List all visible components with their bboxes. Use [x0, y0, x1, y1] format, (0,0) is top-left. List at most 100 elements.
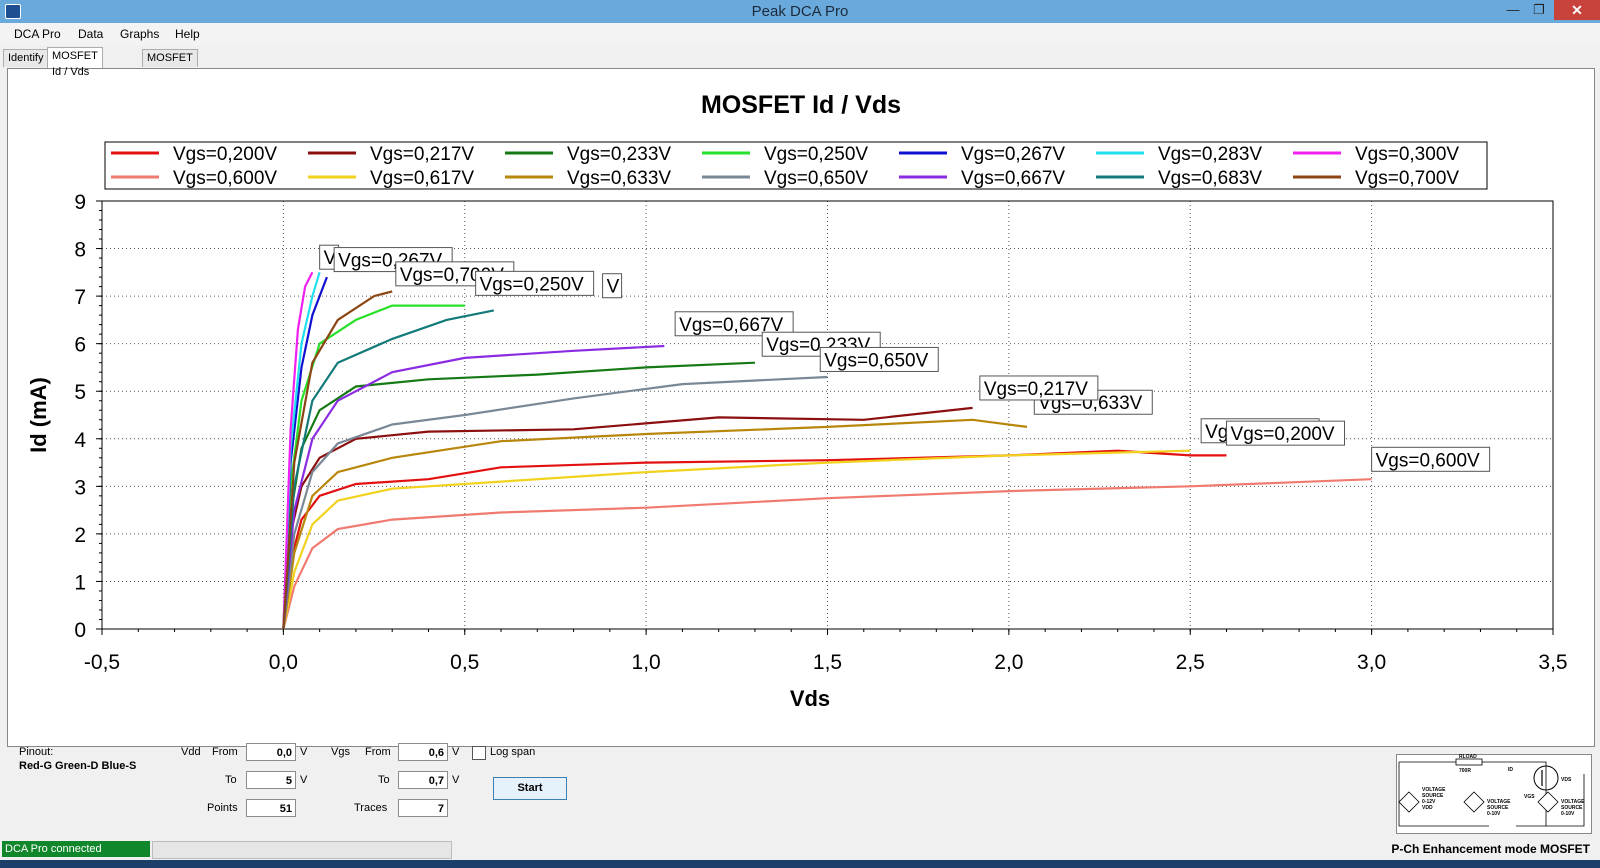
menu-data[interactable]: Data	[78, 27, 104, 41]
tab-identify[interactable]: Identify	[3, 49, 49, 67]
vdd-from-unit: V	[300, 746, 308, 758]
connection-status: DCA Pro connected	[2, 841, 150, 857]
legend-entry: Vgs=0,233V	[567, 144, 671, 165]
legend-entry: Vgs=0,200V	[173, 144, 277, 165]
log-span-label: Log span	[490, 746, 536, 758]
legend-entry: Vgs=0,700V	[1355, 168, 1459, 189]
vgs-to-input[interactable]: 0,7	[398, 771, 448, 789]
y-tick-label: 9	[74, 191, 86, 214]
x-tick-label: 1,0	[632, 651, 661, 674]
vds-range-label: 0-10V	[1561, 811, 1575, 817]
tab-mosfet-id-vgs[interactable]: MOSFET Id / Vgs	[142, 49, 198, 80]
vgs-from-input[interactable]: 0,6	[398, 743, 448, 761]
series-line	[282, 361, 756, 630]
y-ticks: 0 1 2 3 4 5 6 7 8 9	[74, 191, 102, 642]
annotation-label: Vgs=0,600V	[1376, 450, 1480, 471]
series-line	[282, 449, 1227, 630]
mosfet-symbol	[1533, 765, 1559, 791]
legend-entry: Vgs=0,667V	[961, 168, 1065, 189]
legend-box	[104, 141, 1488, 190]
vds-source-label: SOURCE	[1561, 805, 1583, 811]
annotation-box	[1226, 420, 1346, 446]
schematic-frame	[1396, 754, 1592, 834]
x-tick-label: 2,5	[1176, 651, 1205, 674]
x-ticks: -0,5 0,0 0,5 1,0 1,5 2,0 2,5 3,0 3,5	[84, 629, 1568, 674]
x-tick-label: 0,0	[269, 651, 298, 674]
vgs-from-unit: V	[452, 746, 460, 758]
y-tick-label: 7	[74, 286, 86, 309]
menu-graphs[interactable]: Graphs	[120, 27, 160, 41]
id-label: ID	[1508, 767, 1513, 773]
x-tick-label: 3,5	[1538, 651, 1567, 674]
app-icon	[5, 4, 21, 19]
series-line	[282, 418, 1028, 630]
annotation-label: Vgs=0,667V	[679, 315, 783, 336]
annotation-label: V	[324, 248, 337, 269]
vds-label: VDS	[1561, 777, 1572, 783]
vds-voltage-label: VOLTAGE	[1561, 799, 1585, 805]
vdd-source-label: SOURCE	[1422, 793, 1444, 799]
annotation-label: Vgs=0,250V	[480, 274, 584, 295]
x-tick-label: 1,5	[813, 651, 842, 674]
vgs-to-unit: V	[452, 774, 460, 786]
status-bar: DCA Pro connected P-Ch Enhancement mode …	[0, 838, 1600, 860]
log-span-checkbox[interactable]	[472, 746, 486, 760]
annotations: V Vgs=0,267VVgs=0,700VVVgs=0,250VVgs=0,66…	[319, 244, 1491, 472]
pinout-value: Red-G Green-D Blue-S	[19, 760, 137, 772]
vgs-label: Vgs	[331, 746, 350, 758]
vdd-source-diamond	[1398, 791, 1420, 813]
wire-far-right	[1546, 774, 1585, 827]
series-lines	[282, 271, 1372, 630]
menu-bar: DCA Pro Data Graphs Help	[0, 23, 1600, 45]
traces-label: Traces	[354, 802, 388, 814]
series-line	[282, 449, 1191, 630]
minimize-button[interactable]: —	[1506, 2, 1520, 17]
legend-entry: Vgs=0,250V	[764, 144, 868, 165]
wire-left	[1398, 762, 1489, 827]
vdd-range-label: 0-12V	[1422, 799, 1436, 805]
x-tick-label: 3,0	[1357, 651, 1386, 674]
traces-input[interactable]: 7	[398, 799, 448, 817]
x-tick-label: -0,5	[84, 651, 120, 674]
y-tick-label: 2	[74, 524, 86, 547]
chart-panel: MOSFET Id / Vds Vgs=0,200V Vgs=0,217V Vgs=…	[7, 68, 1595, 747]
legend-entry: Vgs=0,633V	[567, 168, 671, 189]
y-tick-label: 3	[74, 476, 86, 499]
y-tick-label: 1	[74, 571, 86, 594]
legend-entry: Vgs=0,300V	[1355, 144, 1459, 165]
points-input[interactable]: 51	[246, 799, 296, 817]
vdd-label: Vdd	[181, 746, 201, 758]
annotation-box	[475, 270, 595, 296]
close-button[interactable]: ✕	[1554, 0, 1600, 20]
vdd-to-label: To	[225, 774, 237, 786]
annotation-box	[1371, 446, 1491, 472]
legend-entry: Vgs=0,217V	[370, 144, 474, 165]
vdd-voltage-label: VOLTAGE	[1422, 787, 1446, 793]
vgs-to-label: To	[378, 774, 390, 786]
menu-dca-pro[interactable]: DCA Pro	[14, 27, 61, 41]
tab-mosfet-id-vds[interactable]: MOSFET Id / Vds	[47, 47, 103, 78]
vdd-sub-label: VDD	[1422, 805, 1433, 811]
annotation-box	[979, 375, 1099, 401]
menu-help[interactable]: Help	[175, 27, 200, 41]
x-tick-label: 0,5	[450, 651, 479, 674]
progress-bar	[152, 841, 452, 859]
maximize-button[interactable]: ❐	[1533, 2, 1545, 17]
window-title: Peak DCA Pro	[751, 3, 849, 20]
id-vds-chart: MOSFET Id / Vds Vgs=0,200V Vgs=0,217V Vgs=…	[26, 91, 1568, 711]
vdd-to-input[interactable]: 5	[246, 771, 296, 789]
y-tick-label: 0	[74, 619, 86, 642]
start-button[interactable]: Start	[493, 777, 567, 800]
device-mode: P-Ch Enhancement mode MOSFET	[1391, 842, 1590, 856]
legend: Vgs=0,200V Vgs=0,217V Vgs=0,233V Vgs=0,250V…	[111, 144, 1459, 189]
legend-entry: Vgs=0,283V	[1158, 144, 1262, 165]
annotation-label: Vgs=0,650V	[824, 350, 928, 371]
legend-entry: Vgs=0,267V	[961, 144, 1065, 165]
vdd-from-input[interactable]: 0,0	[246, 743, 296, 761]
grid	[102, 201, 1553, 629]
vgs-source-label: SOURCE	[1487, 805, 1509, 811]
series-line	[282, 478, 1372, 630]
series-line	[282, 290, 393, 630]
rload-label: RLOAD	[1459, 754, 1477, 760]
y-tick-label: 4	[74, 429, 86, 452]
